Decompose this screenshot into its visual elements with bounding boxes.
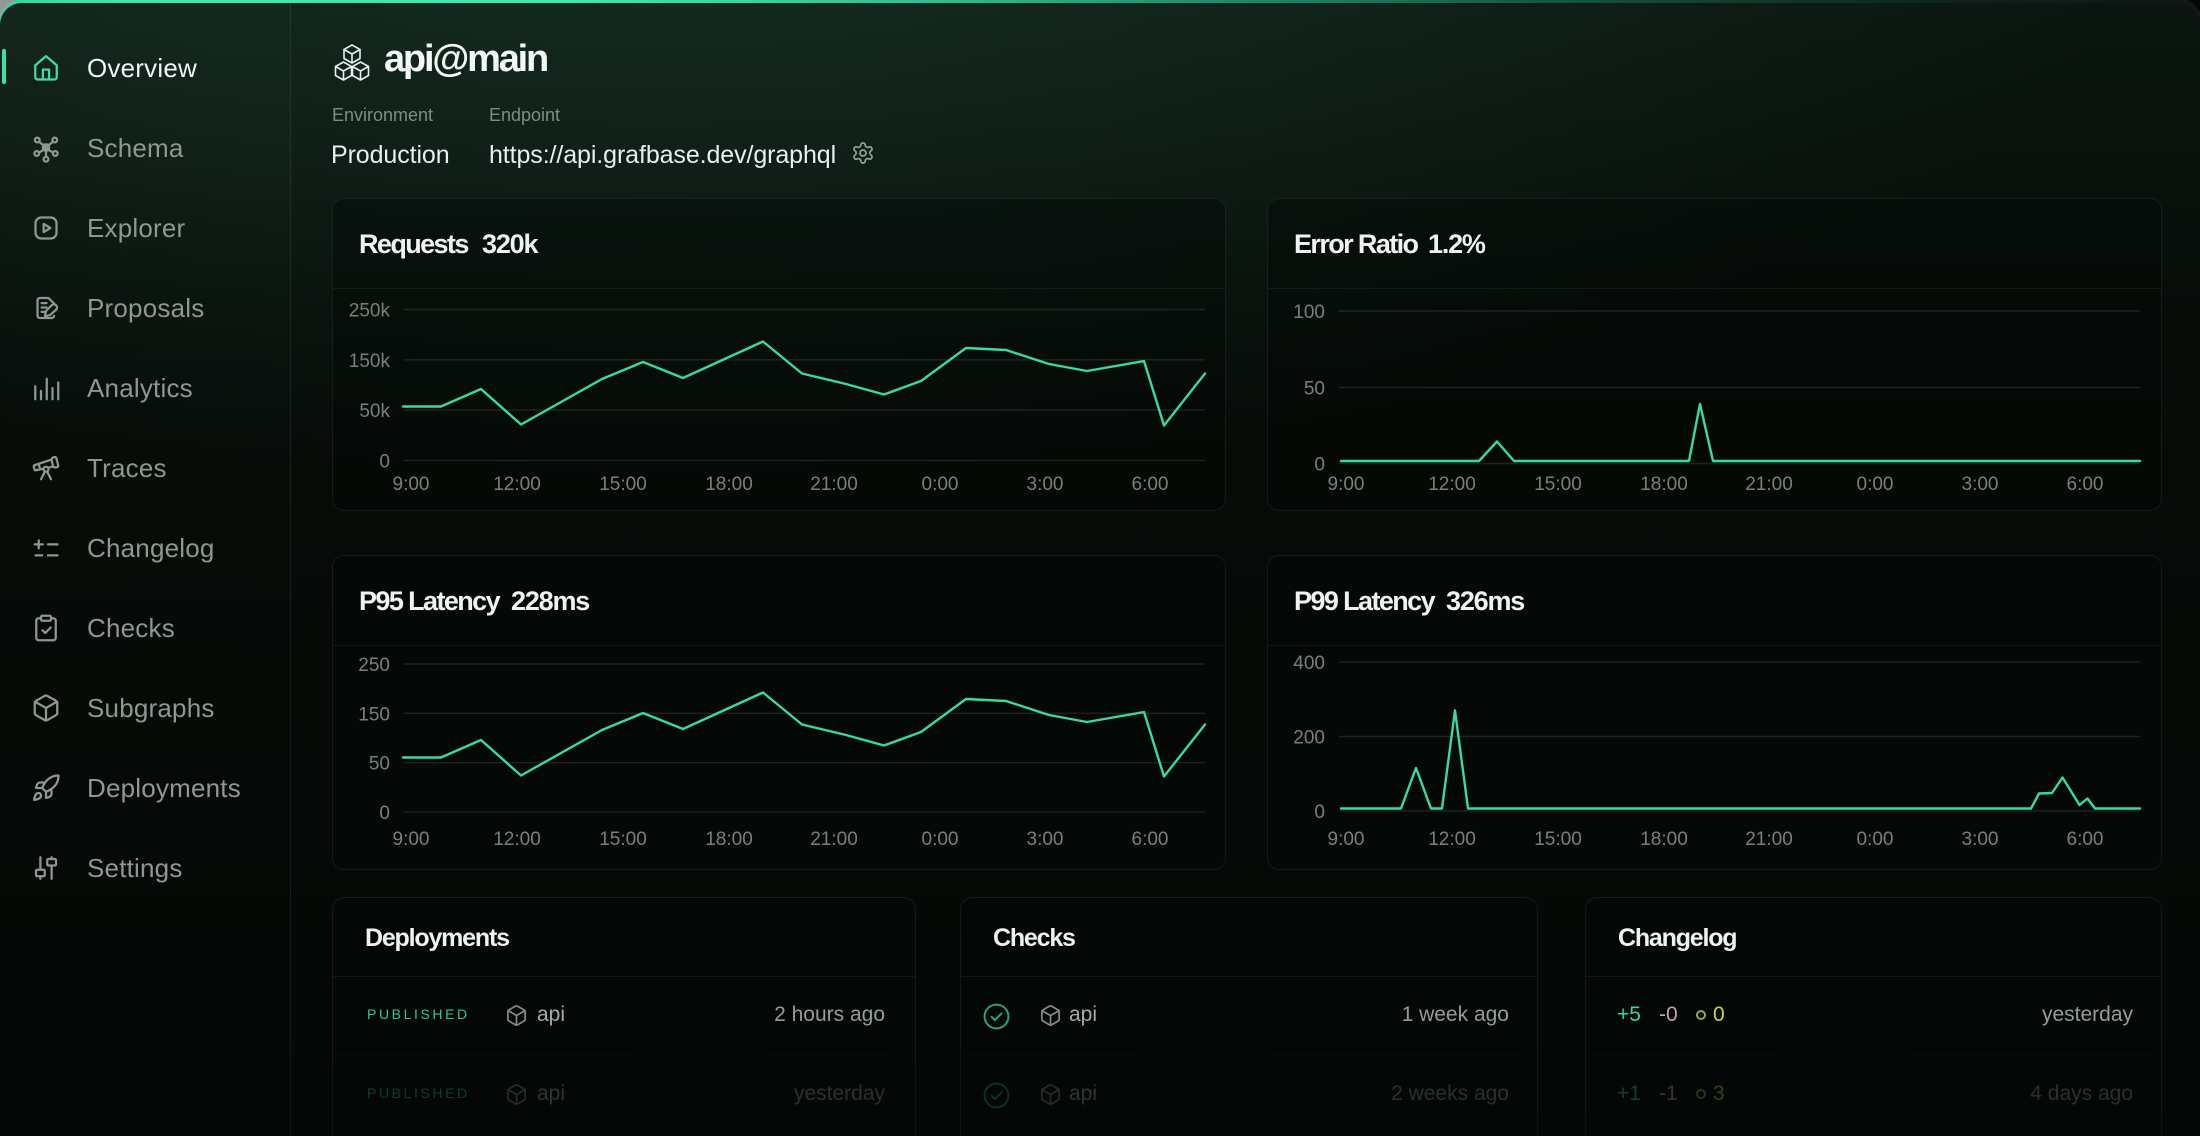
svg-text:50: 50 [1304,379,1325,400]
svg-text:15:00: 15:00 [599,474,647,495]
svg-text:200: 200 [1293,728,1325,749]
svg-text:6:00: 6:00 [1132,829,1169,850]
svg-text:18:00: 18:00 [1640,474,1688,495]
svg-text:0: 0 [379,803,390,824]
svg-text:400: 400 [1293,653,1325,674]
svg-text:0: 0 [1314,802,1325,823]
svg-text:12:00: 12:00 [493,829,541,850]
svg-text:100: 100 [1293,302,1325,323]
svg-text:3:00: 3:00 [1027,829,1064,850]
svg-text:3:00: 3:00 [1962,829,1999,850]
svg-text:0: 0 [1314,455,1325,476]
svg-text:9:00: 9:00 [1328,474,1365,495]
svg-text:3:00: 3:00 [1027,474,1064,495]
svg-text:9:00: 9:00 [393,474,430,495]
svg-text:6:00: 6:00 [1132,474,1169,495]
svg-text:21:00: 21:00 [1745,474,1793,495]
svg-text:21:00: 21:00 [1745,829,1793,850]
svg-text:9:00: 9:00 [1328,829,1365,850]
svg-text:18:00: 18:00 [705,829,753,850]
svg-text:0:00: 0:00 [1857,474,1894,495]
svg-text:6:00: 6:00 [2067,474,2104,495]
svg-text:15:00: 15:00 [1534,474,1582,495]
svg-text:12:00: 12:00 [493,474,541,495]
svg-text:9:00: 9:00 [393,829,430,850]
svg-text:3:00: 3:00 [1962,474,1999,495]
svg-text:6:00: 6:00 [2067,829,2104,850]
svg-text:18:00: 18:00 [705,474,753,495]
svg-text:250: 250 [358,655,390,676]
svg-text:150k: 150k [349,351,391,372]
svg-text:0:00: 0:00 [1857,829,1894,850]
svg-text:15:00: 15:00 [599,829,647,850]
svg-text:0: 0 [379,451,390,472]
svg-text:150: 150 [358,704,390,725]
svg-text:15:00: 15:00 [1534,829,1582,850]
svg-text:21:00: 21:00 [810,474,858,495]
svg-text:0:00: 0:00 [922,474,959,495]
svg-text:50k: 50k [359,401,390,422]
svg-text:18:00: 18:00 [1640,829,1688,850]
svg-text:12:00: 12:00 [1428,829,1476,850]
svg-text:21:00: 21:00 [810,829,858,850]
svg-text:50: 50 [369,754,390,775]
svg-text:0:00: 0:00 [922,829,959,850]
svg-text:250k: 250k [349,301,391,322]
svg-text:12:00: 12:00 [1428,474,1476,495]
